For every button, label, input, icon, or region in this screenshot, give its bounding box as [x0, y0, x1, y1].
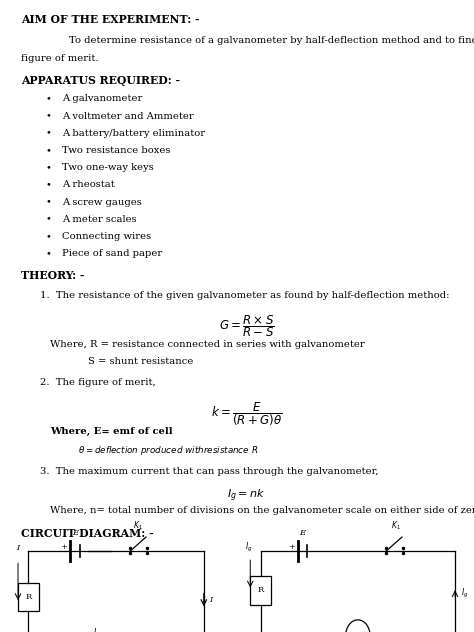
Text: Where, E= emf of cell: Where, E= emf of cell	[50, 427, 173, 436]
Text: R: R	[25, 593, 32, 601]
Text: R: R	[257, 586, 264, 595]
Text: 3.  The maximum current that can pass through the galvanometer,: 3. The maximum current that can pass thr…	[40, 466, 379, 475]
Text: To determine resistance of a galvanometer by half-deflection method and to find : To determine resistance of a galvanomete…	[69, 36, 474, 45]
Text: •: •	[45, 112, 51, 121]
Text: A voltmeter and Ammeter: A voltmeter and Ammeter	[62, 112, 193, 121]
Text: A rheostat: A rheostat	[62, 180, 114, 190]
Text: $K_1$: $K_1$	[133, 520, 142, 532]
Text: •: •	[45, 129, 51, 138]
Text: Two resistance boxes: Two resistance boxes	[62, 146, 170, 155]
Text: •: •	[45, 215, 51, 224]
Text: •: •	[45, 249, 51, 258]
Text: •: •	[45, 232, 51, 241]
Text: •: •	[45, 94, 51, 104]
Bar	[18, 583, 39, 611]
Text: I: I	[210, 596, 213, 604]
Text: $k=\dfrac{E}{(R+G)\theta}$: $k=\dfrac{E}{(R+G)\theta}$	[211, 401, 282, 428]
Text: A galvanometer: A galvanometer	[62, 94, 142, 104]
Text: •: •	[45, 180, 51, 190]
Text: Connecting wires: Connecting wires	[62, 232, 151, 241]
Text: Two one-way keys: Two one-way keys	[62, 163, 154, 172]
Text: A meter scales: A meter scales	[62, 215, 136, 224]
Circle shape	[346, 620, 370, 632]
Text: E: E	[300, 529, 305, 537]
Text: Where, n= total number of divisions on the galvanometer scale on either side of : Where, n= total number of divisions on t…	[50, 506, 474, 515]
Text: •: •	[45, 163, 51, 172]
Text: Piece of sand paper: Piece of sand paper	[62, 249, 162, 258]
Bar	[250, 576, 272, 605]
Text: A battery/battery eliminator: A battery/battery eliminator	[62, 129, 205, 138]
Text: •: •	[45, 198, 51, 207]
Text: THEORY: -: THEORY: -	[21, 270, 85, 281]
Text: $I_g$: $I_g$	[93, 627, 101, 632]
Text: +: +	[288, 543, 295, 551]
Text: 1.  The resistance of the given galvanometer as found by half-deflection method:: 1. The resistance of the given galvanome…	[40, 291, 450, 300]
Text: E: E	[72, 529, 78, 537]
Text: $I_g$: $I_g$	[461, 587, 468, 600]
Text: A screw gauges: A screw gauges	[62, 198, 141, 207]
Text: $I_g$: $I_g$	[245, 541, 253, 554]
Text: +: +	[61, 543, 67, 551]
Text: 2.  The figure of merit,: 2. The figure of merit,	[40, 377, 156, 387]
Text: $\theta=deflection\ produced\ with resistance\ R$: $\theta=deflection\ produced\ with resis…	[78, 444, 258, 458]
Text: figure of merit.: figure of merit.	[21, 54, 99, 63]
Text: CIRCUIT DIAGRAM: -: CIRCUIT DIAGRAM: -	[21, 528, 154, 539]
Text: S = shunt resistance: S = shunt resistance	[88, 357, 193, 367]
Text: •: •	[45, 146, 51, 155]
Text: AIM OF THE EXPERIMENT: -: AIM OF THE EXPERIMENT: -	[21, 14, 200, 25]
Text: $I_g=nk$: $I_g=nk$	[228, 488, 265, 504]
Text: $K_1$: $K_1$	[391, 520, 401, 532]
Text: APPARATUS REQUIRED: -: APPARATUS REQUIRED: -	[21, 75, 181, 86]
Text: $G=\dfrac{R\times S}{R-S}$: $G=\dfrac{R\times S}{R-S}$	[219, 313, 274, 339]
Text: I: I	[17, 544, 19, 552]
Text: Where, R = resistance connected in series with galvanometer: Where, R = resistance connected in serie…	[50, 340, 365, 349]
